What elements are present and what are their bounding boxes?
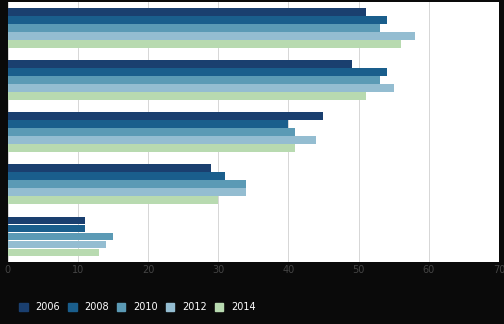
Bar bbox=[8, 225, 85, 232]
Bar bbox=[8, 196, 218, 204]
Bar bbox=[8, 164, 211, 172]
Bar bbox=[8, 68, 387, 76]
Bar bbox=[8, 136, 317, 144]
Bar bbox=[8, 144, 295, 152]
Bar bbox=[8, 8, 365, 16]
Bar bbox=[8, 24, 380, 31]
Bar bbox=[8, 60, 351, 68]
Bar bbox=[8, 216, 85, 224]
Bar bbox=[8, 112, 324, 120]
Bar bbox=[8, 172, 225, 180]
Bar bbox=[8, 233, 113, 240]
Bar bbox=[8, 249, 99, 256]
Bar bbox=[8, 84, 394, 92]
Bar bbox=[8, 92, 365, 100]
Bar bbox=[8, 188, 246, 196]
Bar bbox=[8, 32, 415, 40]
Bar bbox=[8, 76, 380, 84]
Bar bbox=[8, 180, 246, 188]
Legend: 2006, 2008, 2010, 2012, 2014: 2006, 2008, 2010, 2012, 2014 bbox=[15, 298, 260, 316]
Bar bbox=[8, 120, 288, 128]
Bar bbox=[8, 16, 387, 24]
Bar bbox=[8, 240, 106, 248]
Bar bbox=[8, 128, 295, 136]
Bar bbox=[8, 40, 401, 48]
